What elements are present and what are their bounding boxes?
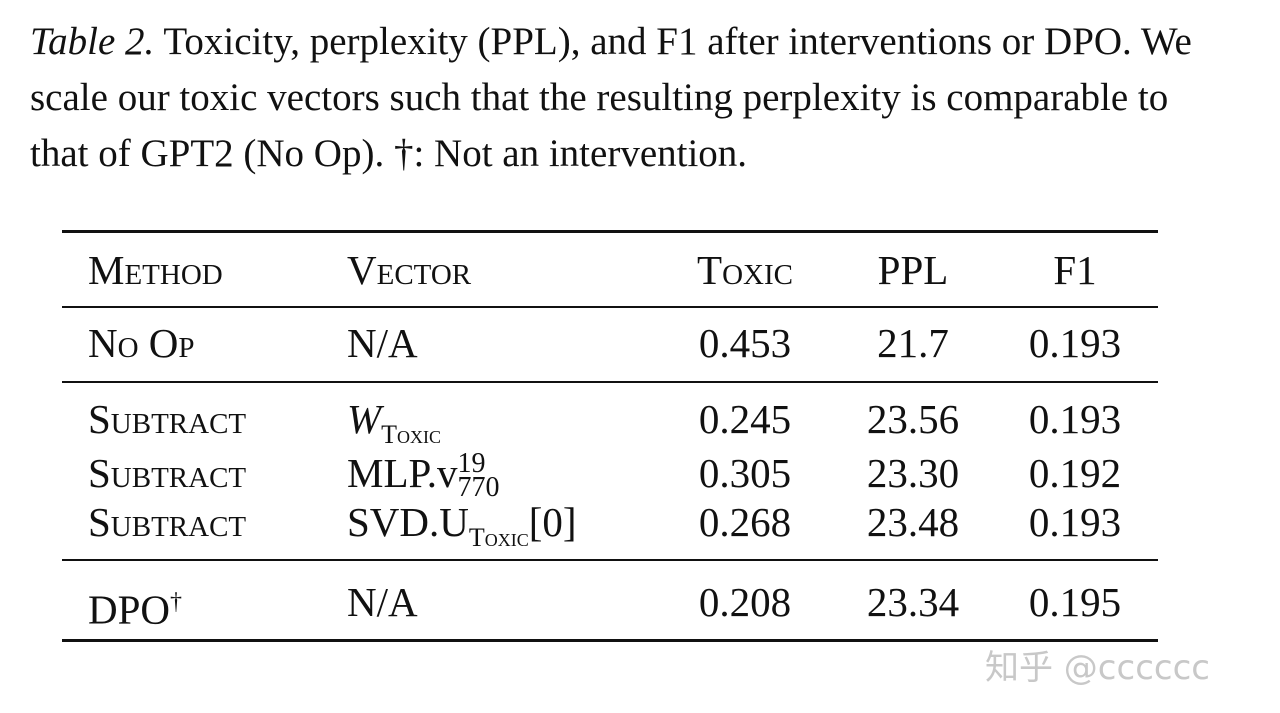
method-text: DPO: [88, 586, 171, 633]
caption-label: Table 2.: [30, 20, 155, 63]
header-cell: F1: [1053, 247, 1097, 293]
method-cell: Subtract: [88, 396, 247, 442]
header-cell: Method: [88, 247, 223, 293]
vector-indices: 19 770: [457, 447, 500, 503]
table-row: No Op N/A 0.453 21.7 0.193: [0, 318, 1280, 368]
f1-cell: 0.193: [1028, 396, 1122, 442]
vector-cell: SVD.UToxic[0]: [347, 497, 577, 553]
method-cell: DPO†: [88, 577, 182, 635]
table-row: Subtract WToxic 0.245 23.56 0.193: [0, 394, 1280, 449]
vector-base: SVD.U: [347, 499, 469, 545]
mid-rule: [62, 306, 1158, 308]
vector-base: W: [347, 396, 382, 442]
f1-cell: 0.193: [1028, 499, 1122, 545]
toxic-cell: 0.208: [698, 579, 792, 625]
toxic-cell: 0.268: [698, 499, 792, 545]
ppl-cell: 23.48: [866, 499, 960, 545]
caption: Table 2. Toxicity, perplexity (PPL), and…: [30, 14, 1230, 182]
table-row: DPO† N/A 0.208 23.34 0.195: [0, 577, 1280, 633]
watermark: 知乎 @cccccc: [985, 648, 1210, 688]
f1-cell: 0.193: [1028, 320, 1122, 366]
vector-cell: N/A: [347, 320, 418, 366]
vector-cell: N/A: [347, 579, 418, 625]
toxic-cell: 0.245: [698, 396, 792, 442]
table-row: Subtract MLP.v 19 770 0.305 23.30 0.192: [0, 448, 1280, 501]
method-cell: Subtract: [88, 450, 247, 496]
vector-sup: 19: [457, 447, 486, 479]
method-mark: †: [170, 589, 183, 615]
vector-base: MLP.v: [347, 450, 458, 496]
f1-cell: 0.192: [1028, 450, 1122, 496]
ppl-cell: 23.56: [866, 396, 960, 442]
f1-cell: 0.195: [1028, 579, 1122, 625]
vector-sub: 770: [457, 471, 500, 503]
method-cell: No Op: [88, 320, 195, 366]
header-cell: Toxic: [697, 247, 793, 293]
ppl-cell: 21.7: [877, 320, 949, 366]
ppl-cell: 23.30: [866, 450, 960, 496]
vector-cell: WToxic: [347, 394, 441, 450]
vector-suffix: [0]: [528, 499, 577, 545]
bottom-rule: [62, 639, 1158, 642]
table-row: Subtract SVD.UToxic[0] 0.268 23.48 0.193: [0, 497, 1280, 552]
vector-cell: MLP.v 19 770: [347, 448, 500, 502]
header-row: Method Vector Toxic PPL F1: [0, 245, 1280, 295]
vector-sub: Toxic: [468, 523, 529, 552]
vector-sub: Toxic: [381, 420, 442, 449]
toxic-cell: 0.453: [698, 320, 792, 366]
header-cell: Vector: [347, 247, 472, 293]
mid-rule: [62, 559, 1158, 561]
method-cell: Subtract: [88, 499, 247, 545]
caption-text: Toxicity, perplexity (PPL), and F1 after…: [30, 20, 1192, 175]
toxic-cell: 0.305: [698, 450, 792, 496]
mid-rule: [62, 381, 1158, 383]
top-rule: [62, 230, 1158, 233]
ppl-cell: 23.34: [866, 579, 960, 625]
header-cell: PPL: [877, 247, 949, 293]
